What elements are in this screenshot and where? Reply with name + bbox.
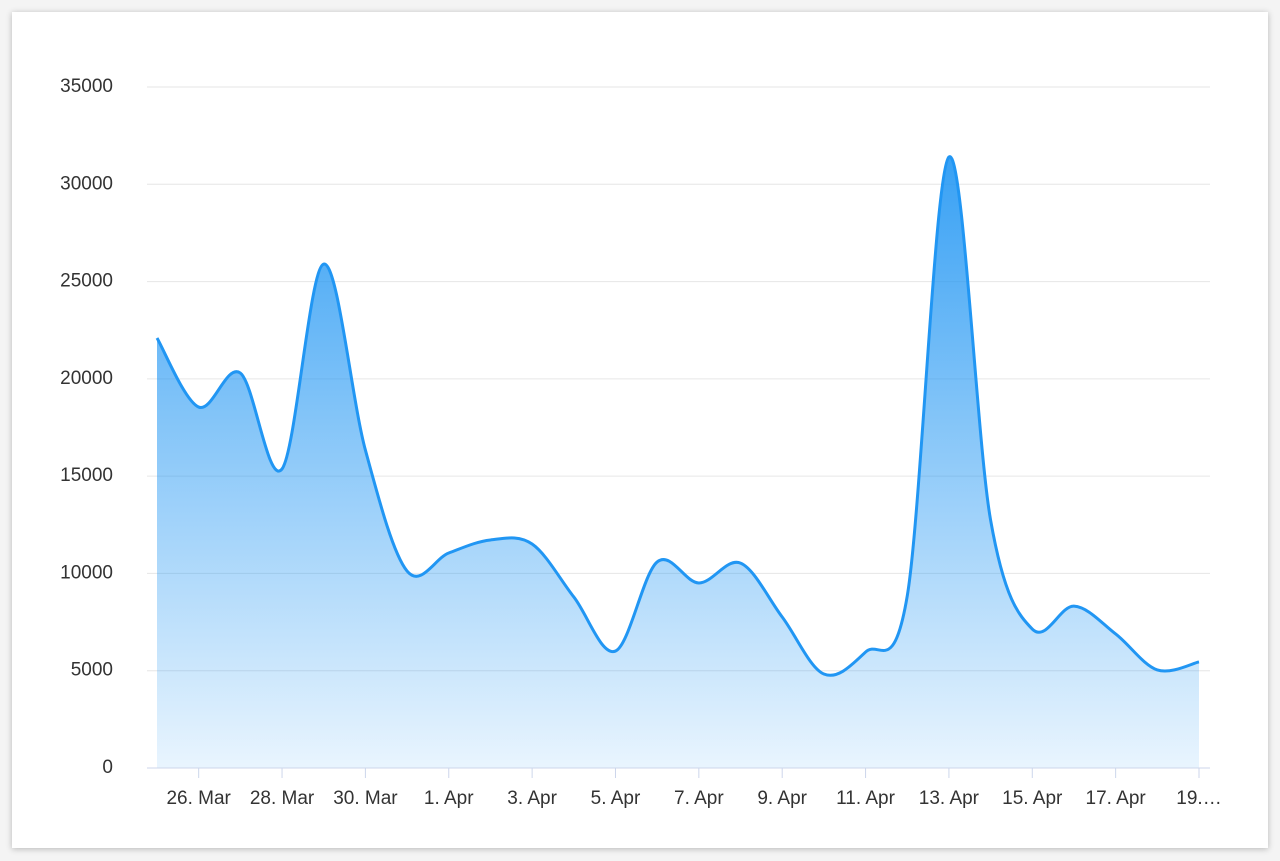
line — [155, 155, 1200, 677]
y-tick-label: 20000 — [60, 368, 113, 389]
x-tick-label: 28. Mar — [250, 788, 315, 809]
x-tick-label: 9. Apr — [757, 788, 807, 809]
x-tick-label: 3. Apr — [507, 788, 557, 809]
x-tick-label: 1. Apr — [424, 788, 474, 809]
y-tick-label: 15000 — [60, 465, 113, 486]
x-tick-label: 7. Apr — [674, 788, 724, 809]
x-tick-label: 30. Mar — [333, 788, 398, 809]
x-tick-label: 19.… — [1176, 788, 1221, 809]
y-tick-label: 0 — [102, 757, 113, 778]
x-tick-label: 15. Apr — [1002, 788, 1063, 809]
y-tick-label: 10000 — [60, 562, 113, 583]
x-tick-label: 13. Apr — [919, 788, 980, 809]
y-tick-label: 35000 — [60, 76, 113, 97]
x-tick-label: 5. Apr — [591, 788, 641, 809]
y-tick-label: 5000 — [71, 660, 113, 681]
x-tick-label: 26. Mar — [166, 788, 231, 809]
y-tick-label: 30000 — [60, 173, 113, 194]
y-tick-label: 25000 — [60, 271, 113, 292]
area-fill — [157, 156, 1199, 768]
x-tick-label: 17. Apr — [1086, 788, 1147, 809]
x-tick-label: 11. Apr — [836, 788, 895, 809]
